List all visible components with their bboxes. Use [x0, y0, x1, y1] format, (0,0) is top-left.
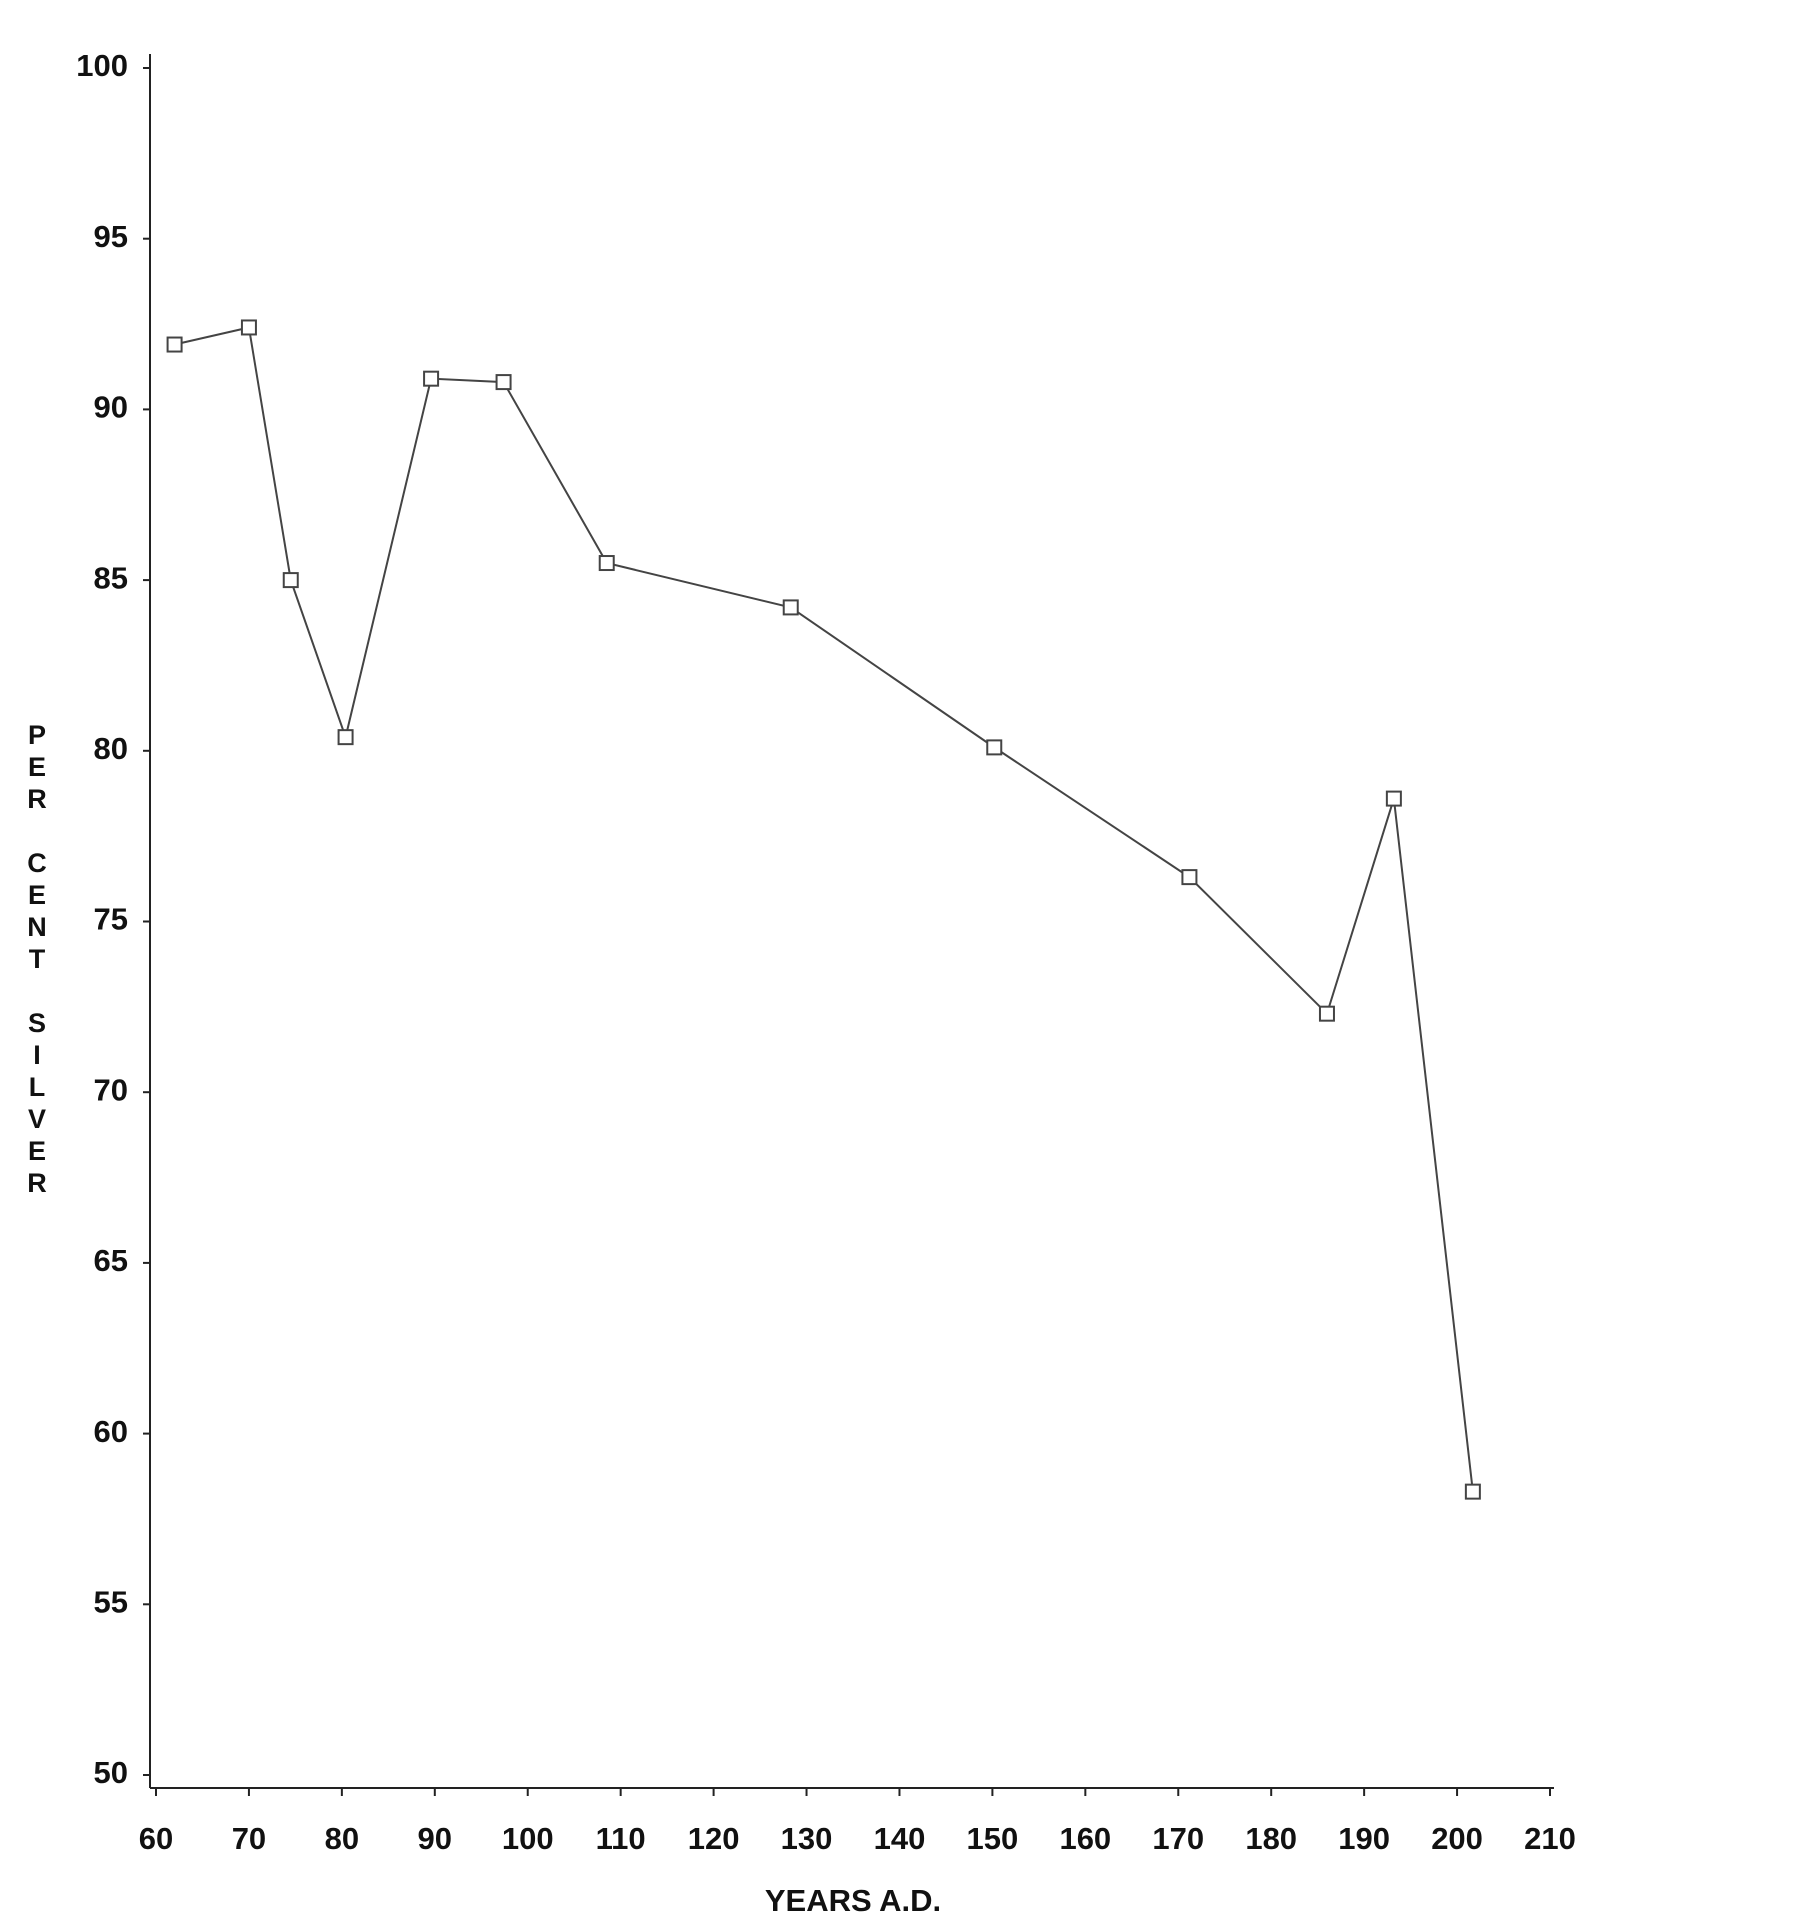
y-tick-label: 55 — [94, 1584, 128, 1619]
data-point — [166, 336, 183, 353]
x-tick-label: 130 — [781, 1821, 833, 1856]
data-point — [1318, 1005, 1335, 1022]
data-point — [1181, 869, 1198, 886]
y-tick-label: 65 — [94, 1243, 128, 1278]
y-tick-label: 80 — [94, 731, 128, 766]
x-tick-label: 180 — [1245, 1821, 1297, 1856]
data-point — [495, 374, 512, 391]
data-point — [986, 739, 1003, 756]
data-point — [598, 555, 615, 572]
y-axis-label: PER CENT SILVER — [22, 720, 52, 1200]
y-tick-label: 50 — [94, 1755, 128, 1790]
x-tick-label: 150 — [967, 1821, 1019, 1856]
x-tick-label: 190 — [1338, 1821, 1390, 1856]
x-tick-label: 80 — [325, 1821, 359, 1856]
x-tick-label: 170 — [1152, 1821, 1204, 1856]
x-tick-label: 70 — [232, 1821, 266, 1856]
x-tick-label: 200 — [1431, 1821, 1483, 1856]
y-tick-label: 95 — [94, 219, 128, 254]
x-tick-label: 90 — [418, 1821, 452, 1856]
data-point — [782, 599, 799, 616]
data-point — [337, 729, 354, 746]
data-point — [240, 319, 257, 336]
y-tick-label: 100 — [76, 48, 128, 83]
x-tick-label: 60 — [139, 1821, 173, 1856]
data-point — [1385, 790, 1402, 807]
data-point — [1464, 1483, 1481, 1500]
y-tick-label: 70 — [94, 1072, 128, 1107]
x-tick-label: 140 — [874, 1821, 926, 1856]
x-tick-label: 210 — [1524, 1821, 1576, 1856]
x-tick-label: 160 — [1059, 1821, 1111, 1856]
x-axis-label: YEARS A.D. — [765, 1883, 941, 1918]
x-tick-label: 100 — [502, 1821, 554, 1856]
data-point — [282, 572, 299, 589]
x-tick-label: 110 — [596, 1821, 646, 1856]
data-line — [174, 326, 1474, 1492]
data-point — [423, 370, 440, 387]
y-tick-label: 85 — [94, 560, 128, 595]
y-tick-label: 75 — [94, 902, 128, 937]
y-tick-label: 60 — [94, 1414, 128, 1449]
y-tick-label: 90 — [94, 390, 128, 425]
x-tick-label: 120 — [688, 1821, 740, 1856]
